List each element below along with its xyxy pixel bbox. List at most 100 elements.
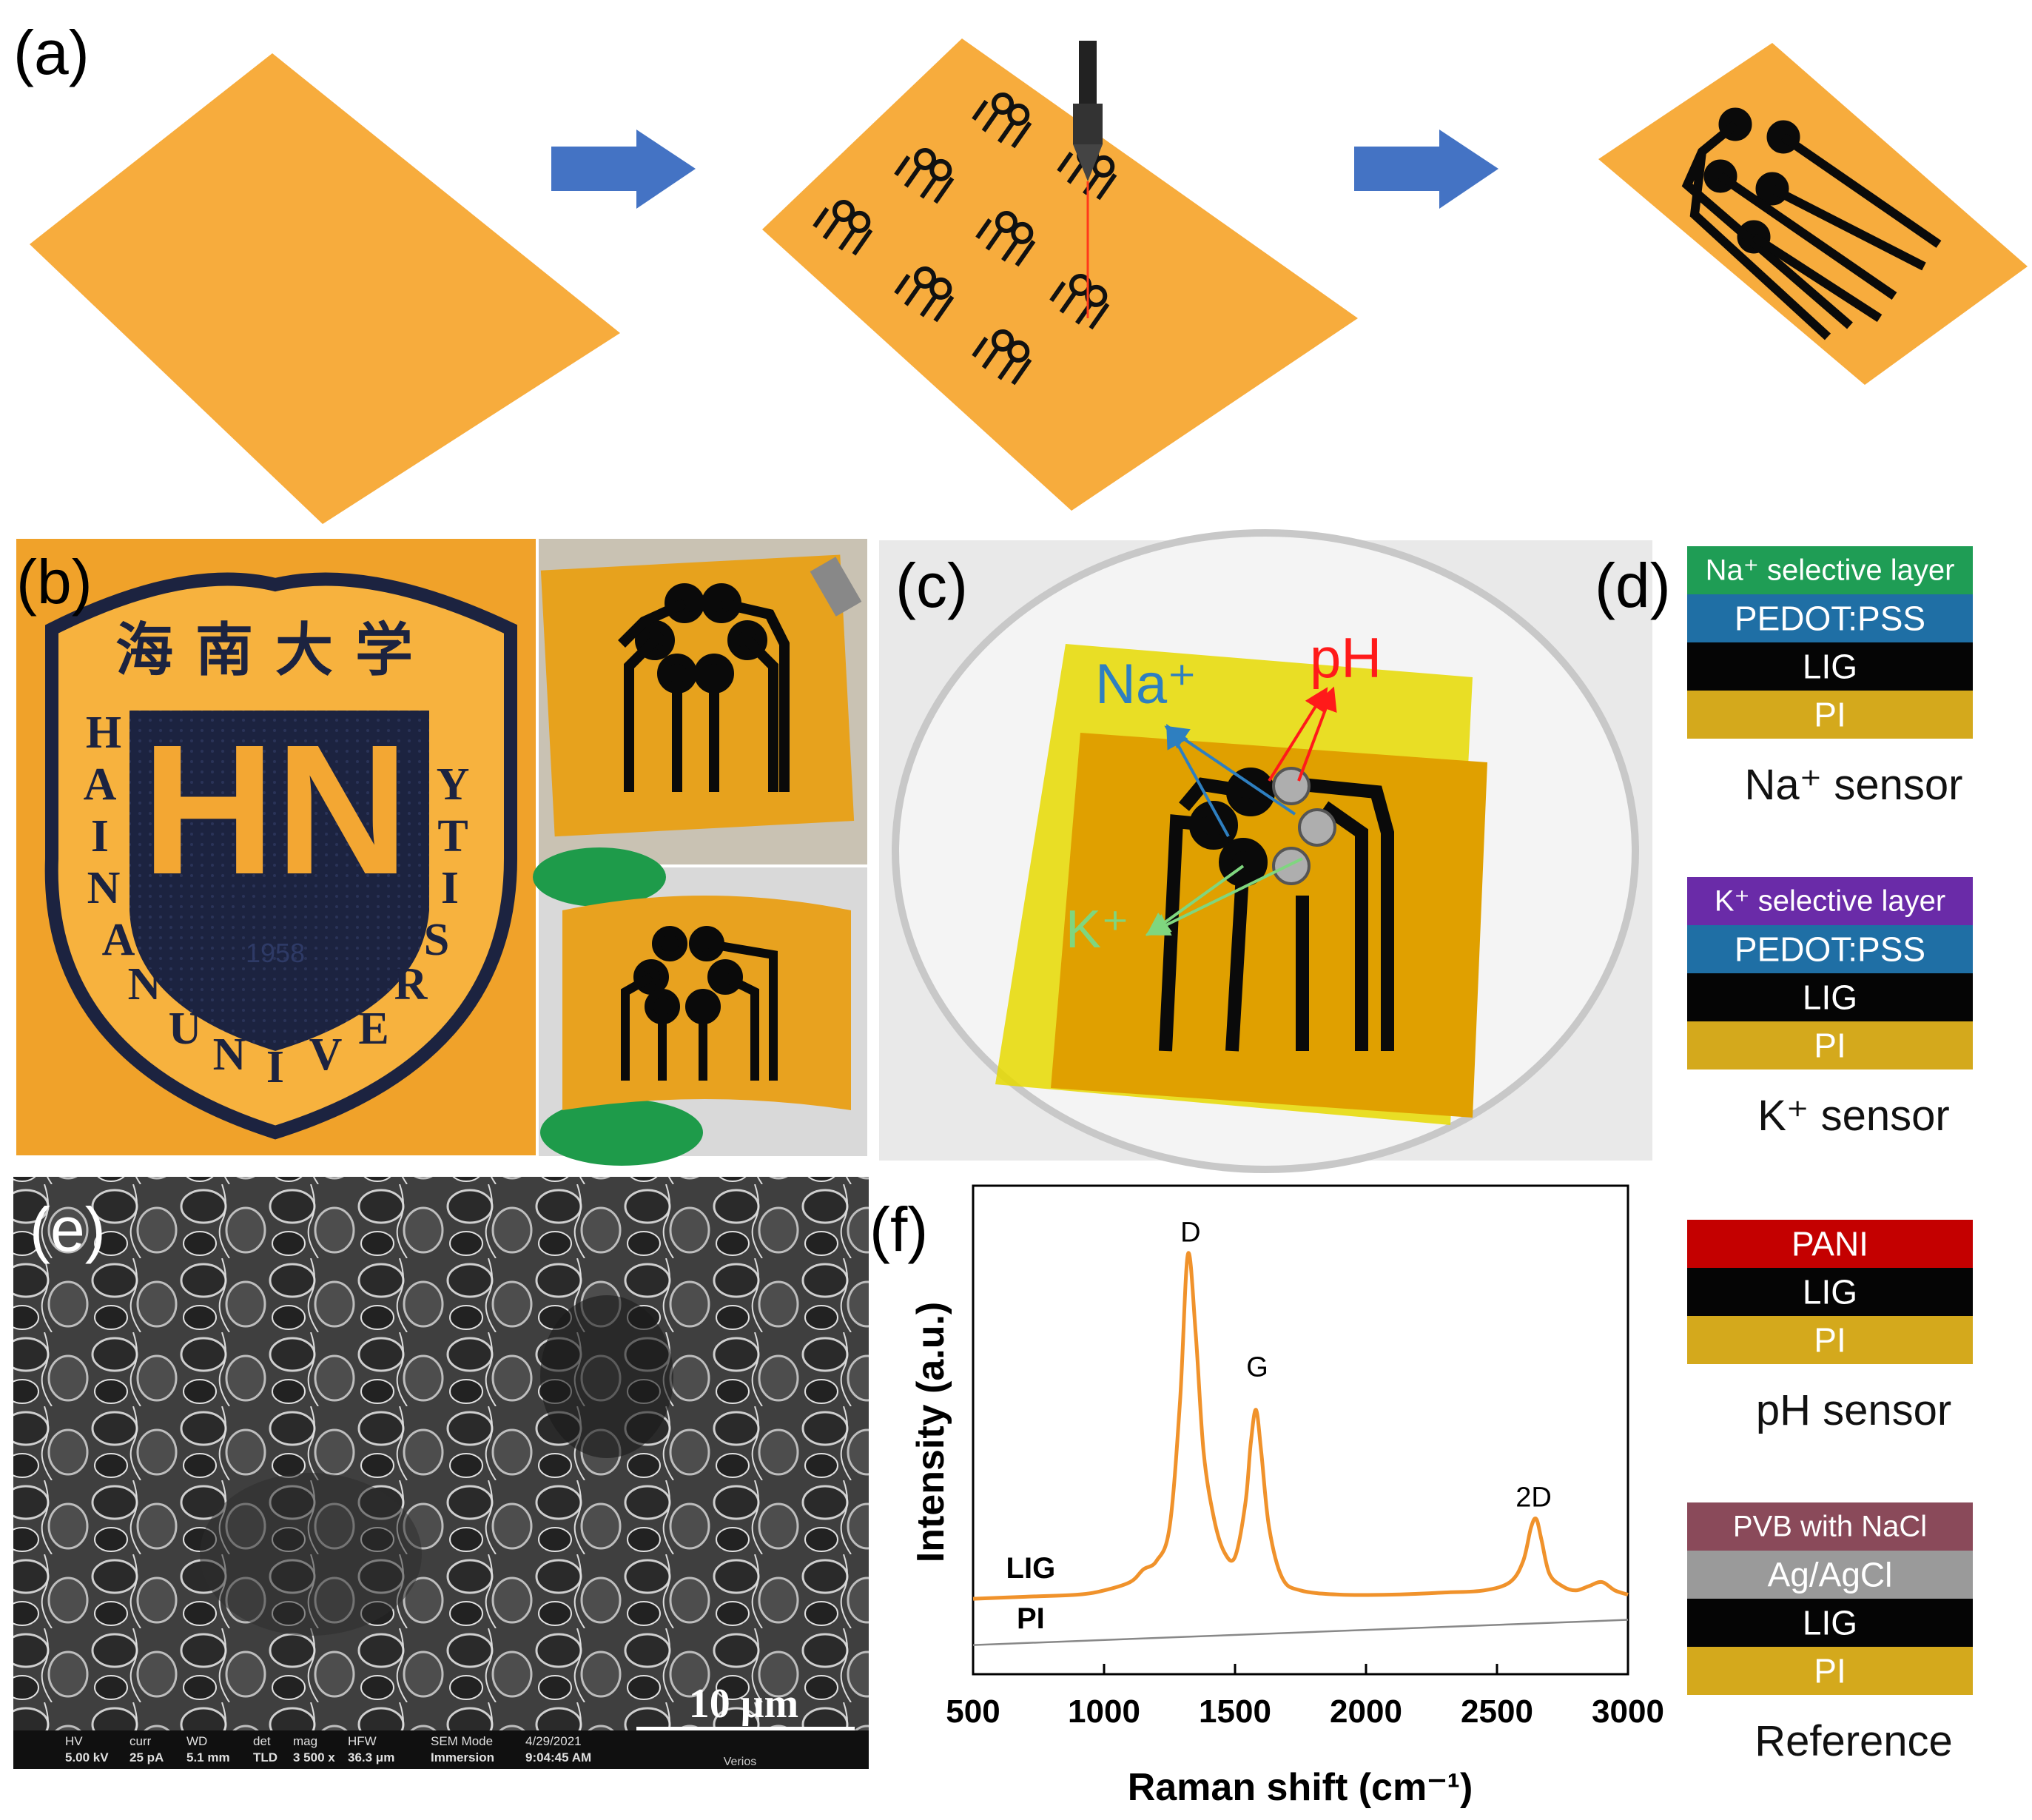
stack-2: K⁺ selective layer PEDOT:PSS LIG PI K⁺ senso… — [1687, 877, 1973, 1140]
stack-layer — [1687, 1220, 1973, 1268]
panel-d: (d) Na⁺ selective layerPEDOT:PSSLIGPINa⁺… — [1595, 546, 1973, 1765]
mini-electrode — [813, 200, 873, 256]
stack-layer-label: PI — [1814, 1321, 1846, 1360]
sem-info-header: mag — [293, 1734, 317, 1748]
stack-caption: Reference — [1755, 1717, 1953, 1765]
logo-letter: I — [266, 1042, 284, 1092]
blank-pi-sheet — [30, 53, 620, 524]
plot-frame — [972, 1184, 1629, 1676]
stack-4: PVB with NaCl Ag/AgCl LIG PI Reference — [1687, 1502, 1973, 1765]
logo-letter: R — [394, 959, 428, 1010]
x-axis-label: Raman shift (cm⁻¹) — [1128, 1766, 1473, 1809]
panel-b-label: (b) — [16, 547, 92, 617]
chart-annotation: PI — [1017, 1602, 1045, 1635]
stack-layer-label: PI — [1814, 1652, 1846, 1690]
stack-layer — [1687, 925, 1973, 973]
panel-f: (f) 500 1000 1500 2000 2500 3000 D G 2D LIG PI Ram… — [869, 1184, 1664, 1809]
y-axis-label: Intensity (a.u.) — [909, 1302, 952, 1562]
flat-sensor-electrodes — [618, 583, 790, 792]
logo-letter: A — [102, 915, 135, 965]
chart-annotation: 2D — [1515, 1482, 1552, 1513]
stack-layer-label: PI — [1814, 1027, 1846, 1065]
sem-image — [13, 1177, 869, 1769]
chart-annotation: D — [1180, 1218, 1200, 1249]
logo-letter: H — [86, 708, 121, 758]
sem-info-fields: HV 5.00 kV curr 25 pA WD 5.1 mm det TLD mag 3 500… — [65, 1734, 591, 1764]
sem-info-value: TLD — [253, 1750, 277, 1764]
sem-info-header: det — [253, 1734, 271, 1748]
panel-c-label: (c) — [895, 551, 968, 620]
sem-pore — [200, 1473, 422, 1636]
sem-info-bar — [13, 1730, 869, 1769]
stack-layer-label: Ag/AgCl — [1768, 1556, 1893, 1594]
logo-letter: U — [169, 1004, 202, 1054]
sem-info-value: 25 pA — [129, 1750, 164, 1764]
sem-info-header: HV — [65, 1734, 83, 1748]
mini-electrode — [975, 211, 1036, 267]
sem-info-value: 5.1 mm — [186, 1750, 230, 1764]
x-tick-label: 1500 — [1199, 1693, 1271, 1730]
stack-layer-label: PEDOT:PSS — [1735, 930, 1925, 969]
stack-layer-label: LIG — [1803, 1604, 1857, 1642]
panel-c: Na⁺ pH K⁺ (c) — [879, 529, 1652, 1173]
stack-layer — [1687, 1502, 1973, 1551]
stack-layer — [1687, 973, 1973, 1021]
zoomed-electrode-pattern — [1681, 107, 1942, 340]
stack-layer — [1687, 1551, 1973, 1599]
panel-e-label: (e) — [30, 1195, 106, 1264]
stack-1: Na⁺ selective layer PEDOT:PSS LIG PI Na⁺ sen… — [1687, 546, 1973, 809]
x-tick-label: 3000 — [1592, 1693, 1664, 1730]
stack-caption: K⁺ sensor — [1757, 1092, 1950, 1140]
bent-sensor-electrodes — [621, 926, 778, 1081]
panel-e: (e) 10 μm HV 5.00 kV curr 25 pA WD 5.1 mm det T… — [13, 1177, 869, 1769]
stack-layer — [1687, 1599, 1973, 1647]
logo-letter: V — [309, 1030, 343, 1080]
glove-finger-top — [533, 847, 666, 907]
panel-d-label: (d) — [1595, 551, 1671, 620]
stack-layer-label: LIG — [1803, 1273, 1857, 1312]
chart-annotation: G — [1246, 1351, 1268, 1383]
k-callout: K⁺ — [1066, 900, 1129, 959]
stack-layer-label: PI — [1814, 696, 1846, 734]
sem-info-value: 36.3 μm — [348, 1750, 394, 1764]
tweezer-tip — [810, 557, 862, 617]
mini-electrode — [894, 148, 955, 204]
mini-electrode — [972, 329, 1032, 386]
logo-year: 1958 — [246, 938, 305, 968]
stack-layer — [1687, 546, 1973, 594]
mini-electrode — [894, 266, 955, 323]
na-callout: Na⁺ — [1095, 653, 1197, 716]
laser-head — [1073, 41, 1103, 318]
panel-f-label: (f) — [869, 1195, 928, 1264]
stack-layer — [1687, 691, 1973, 739]
sensor-film — [1051, 733, 1487, 1118]
logo-letter: N — [213, 1030, 246, 1080]
glove-finger-bottom — [540, 1099, 703, 1166]
stack-layer-label: PVB with NaCl — [1733, 1511, 1927, 1543]
laser-scribed-sheet — [762, 38, 1358, 511]
stack-layer — [1687, 1316, 1973, 1364]
logo-letter: N — [87, 863, 121, 913]
logo-letter: I — [91, 811, 109, 862]
stack-layer-label: Na⁺ selective layer — [1706, 554, 1955, 587]
sem-info-value: 9:04:45 AM — [525, 1750, 591, 1764]
stack-layer-label: LIG — [1803, 648, 1857, 686]
process-arrow-2 — [1354, 130, 1498, 209]
series-lig — [972, 1251, 1629, 1601]
logo-letter: Y — [437, 759, 470, 810]
stack-layer-label: K⁺ selective layer — [1715, 885, 1945, 918]
panel-a-label: (a) — [13, 18, 90, 87]
stack-layer-label: PEDOT:PSS — [1735, 600, 1925, 638]
sem-info-value: 5.00 kV — [65, 1750, 109, 1764]
stack-layer — [1687, 642, 1973, 691]
stack-layer-label: LIG — [1803, 978, 1857, 1017]
raman-chart: 500 1000 1500 2000 2500 3000 D G 2D LIG PI — [946, 1218, 1664, 1730]
stack-caption: pH sensor — [1756, 1386, 1951, 1434]
scale-bar-text: 10 μm — [689, 1681, 798, 1727]
sem-info-header: 4/29/2021 — [525, 1734, 582, 1748]
stack-layer — [1687, 1021, 1973, 1069]
stack-3: PANI LIG PI pH sensor — [1687, 1220, 1973, 1434]
